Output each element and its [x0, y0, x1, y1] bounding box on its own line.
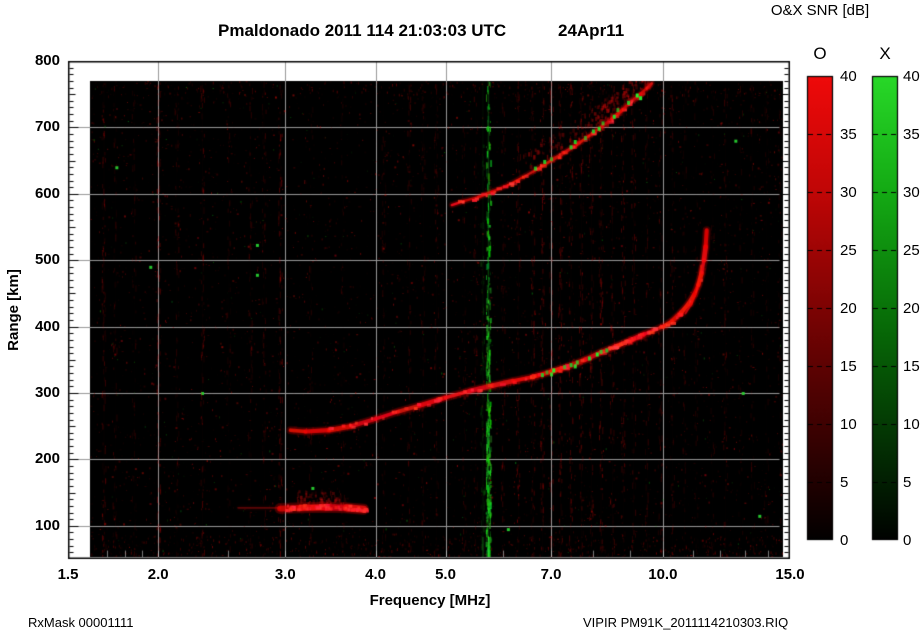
y-tick-label: 600 [34, 184, 60, 202]
x-tick-label: 10.0 [648, 566, 678, 583]
colorbar-o-tick-label: 30 [840, 184, 857, 201]
y-tick-label: 700 [34, 118, 60, 136]
y-tick-label: 500 [34, 251, 60, 269]
colorbar-o-tick-label: 20 [840, 300, 857, 317]
colorbar-o-header: O [813, 44, 827, 63]
colorbar-o-tick-label: 25 [840, 242, 857, 259]
x-tick-label: 1.5 [57, 566, 79, 583]
colorbar-x-tick-label: 20 [903, 300, 920, 317]
y-tick-label: 200 [34, 450, 60, 468]
x-tick-label: 3.0 [274, 566, 296, 583]
colorbar-x-tick-label: 30 [903, 184, 920, 201]
x-tick-label: 4.0 [365, 566, 386, 583]
y-tick-label: 800 [34, 52, 60, 69]
x-tick-label: 2.0 [147, 566, 169, 583]
colorbar-x-tick-label: 40 [903, 68, 920, 85]
colorbar-o-tick-label: 35 [840, 126, 857, 143]
y-tick-label: 300 [34, 384, 60, 401]
plot-title: Pmaldonado 2011 114 21:03:03 UTC [218, 21, 507, 40]
x-tick-label: 7.0 [540, 566, 562, 583]
filename-footer: VIPIR PM91K_2011114210303.RIQ [583, 615, 789, 630]
x-axis-title: Frequency [MHz] [369, 592, 491, 609]
colorbar-x-header: X [879, 44, 891, 63]
colorbar-o-tick-label: 5 [840, 474, 849, 491]
y-tick-label: 400 [34, 317, 60, 335]
colorbar-x-tick-label: 25 [903, 242, 920, 259]
colorbar-x-tick-label: 15 [903, 358, 920, 375]
colorbar-x-tick-label: 10 [903, 416, 920, 433]
rxmask-footer: RxMask 00001111 [28, 615, 134, 630]
colorbar-title: O&X SNR [dB] [770, 2, 870, 19]
x-tick-label: 5.0 [435, 566, 456, 583]
colorbar-o-tick-label: 15 [840, 358, 857, 375]
colorbar-o-tick-label: 0 [840, 532, 849, 549]
colorbar-x-tick-label: 0 [903, 532, 912, 549]
colorbar-o-tick-label: 10 [840, 416, 857, 433]
y-tick-label: 100 [34, 516, 60, 534]
colorbar-x-tick-label: 5 [903, 474, 912, 491]
x-tick-label: 15.0 [775, 566, 805, 583]
colorbar-o-tick-label: 40 [840, 68, 857, 85]
colorbar-x-tick-label: 35 [903, 126, 920, 143]
y-axis-title: Range [km] [5, 269, 22, 351]
plot-date: 24Apr11 [558, 21, 625, 40]
